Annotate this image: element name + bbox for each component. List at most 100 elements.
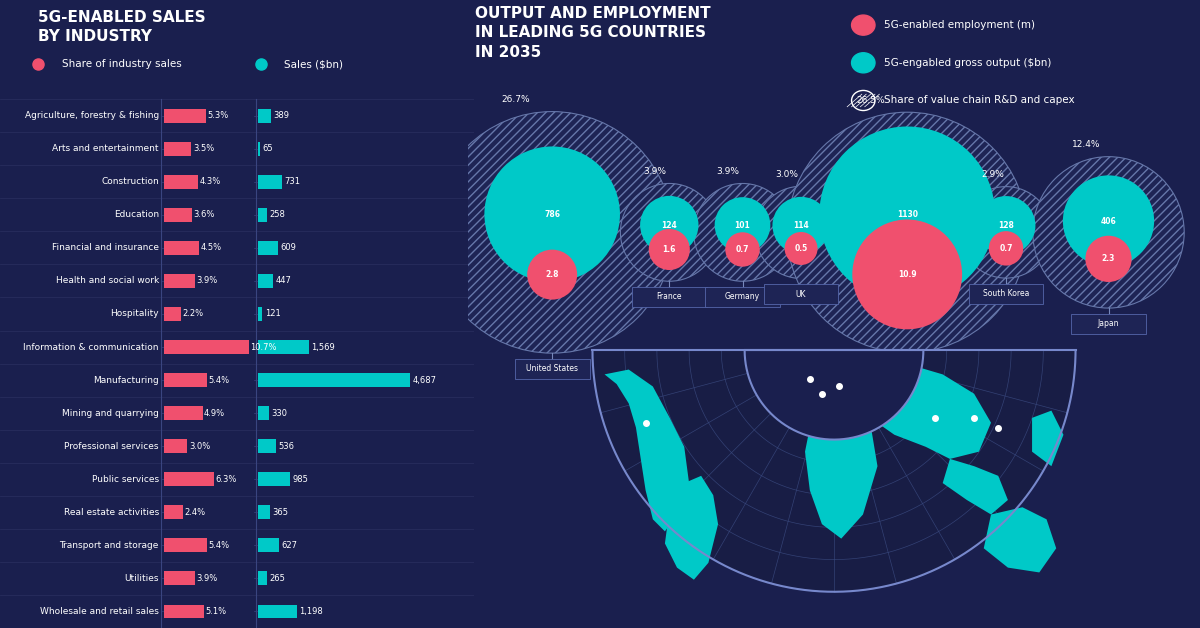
Bar: [258, 307, 263, 321]
Text: Financial and insurance: Financial and insurance: [52, 244, 158, 252]
FancyBboxPatch shape: [968, 284, 1043, 304]
Text: Education: Education: [114, 210, 158, 219]
Bar: [163, 538, 206, 552]
Text: South Korea: South Korea: [983, 290, 1030, 298]
Text: Share of value chain R&D and capex: Share of value chain R&D and capex: [883, 95, 1074, 106]
Ellipse shape: [485, 146, 620, 282]
Polygon shape: [853, 362, 991, 459]
Text: 5.3%: 5.3%: [208, 111, 228, 120]
Bar: [258, 175, 282, 189]
Text: 4.9%: 4.9%: [204, 409, 226, 418]
Text: Wholesale and retail sales: Wholesale and retail sales: [40, 607, 158, 616]
Text: 365: 365: [272, 508, 288, 517]
Bar: [163, 506, 182, 519]
FancyBboxPatch shape: [706, 287, 780, 307]
Text: 2.8: 2.8: [546, 270, 559, 279]
Text: 10.7%: 10.7%: [251, 342, 277, 352]
Text: 12.4%: 12.4%: [1072, 140, 1100, 149]
Text: Utilities: Utilities: [125, 574, 158, 583]
Text: 4,687: 4,687: [413, 376, 437, 384]
Text: 124: 124: [661, 220, 677, 229]
Ellipse shape: [960, 187, 1051, 278]
Text: China: China: [896, 364, 918, 372]
Text: 26.5%: 26.5%: [857, 95, 886, 105]
Ellipse shape: [989, 231, 1024, 266]
Bar: [258, 472, 290, 486]
Text: 627: 627: [281, 541, 296, 550]
Bar: [163, 571, 194, 585]
Bar: [163, 406, 203, 420]
Text: 4.3%: 4.3%: [199, 177, 221, 187]
Ellipse shape: [1033, 156, 1184, 308]
FancyBboxPatch shape: [763, 284, 839, 304]
Polygon shape: [665, 476, 718, 580]
Text: Real estate activities: Real estate activities: [64, 508, 158, 517]
Text: 609: 609: [281, 244, 296, 252]
Text: Public services: Public services: [91, 475, 158, 484]
Text: 406: 406: [1100, 217, 1116, 225]
Text: Sales ($bn): Sales ($bn): [284, 60, 343, 70]
Text: 6.3%: 6.3%: [215, 475, 236, 484]
Text: 10.9: 10.9: [898, 270, 917, 279]
Text: 3.9%: 3.9%: [716, 167, 739, 176]
Bar: [163, 472, 214, 486]
Ellipse shape: [977, 196, 1036, 255]
FancyBboxPatch shape: [870, 358, 944, 378]
Bar: [258, 571, 266, 585]
Text: 2.2%: 2.2%: [182, 310, 204, 318]
Text: 65: 65: [263, 144, 274, 153]
Text: 3.0%: 3.0%: [775, 170, 799, 179]
Circle shape: [852, 15, 875, 35]
Text: 3.0%: 3.0%: [188, 441, 210, 451]
Text: 1.6: 1.6: [662, 245, 676, 254]
Text: 1130: 1130: [896, 210, 918, 219]
Bar: [163, 109, 205, 122]
Bar: [258, 439, 276, 453]
Text: 128: 128: [998, 221, 1014, 230]
Text: 5G-ENABLED SALES
BY INDUSTRY: 5G-ENABLED SALES BY INDUSTRY: [38, 10, 205, 43]
Text: 3.9%: 3.9%: [643, 167, 666, 176]
Text: 5G-engabled gross output ($bn): 5G-engabled gross output ($bn): [883, 58, 1051, 68]
Ellipse shape: [755, 187, 847, 278]
Bar: [258, 406, 269, 420]
Ellipse shape: [432, 112, 673, 353]
Text: Construction: Construction: [101, 177, 158, 187]
Text: 1,569: 1,569: [312, 342, 335, 352]
Bar: [258, 274, 272, 288]
Text: 26.7%: 26.7%: [502, 95, 530, 104]
Text: France: France: [656, 293, 682, 301]
Text: 3.9%: 3.9%: [196, 276, 217, 286]
Text: 389: 389: [274, 111, 289, 120]
Text: 330: 330: [271, 409, 287, 418]
Bar: [163, 208, 192, 222]
Text: 5G-enabled employment (m): 5G-enabled employment (m): [883, 20, 1034, 30]
Polygon shape: [943, 459, 1008, 514]
Bar: [163, 175, 198, 189]
Bar: [163, 340, 248, 354]
Bar: [258, 506, 270, 519]
Bar: [163, 605, 204, 619]
Bar: [163, 241, 199, 255]
Text: 447: 447: [275, 276, 292, 286]
Ellipse shape: [649, 229, 690, 270]
Text: Agriculture, forestry & fishing: Agriculture, forestry & fishing: [24, 111, 158, 120]
Bar: [163, 274, 194, 288]
Text: Mining and quarrying: Mining and quarrying: [62, 409, 158, 418]
Ellipse shape: [785, 232, 817, 265]
Text: 3.6%: 3.6%: [193, 210, 215, 219]
Bar: [163, 142, 192, 156]
Bar: [258, 109, 271, 122]
Text: Transport and storage: Transport and storage: [60, 541, 158, 550]
Bar: [258, 208, 266, 222]
Ellipse shape: [725, 232, 760, 267]
Ellipse shape: [527, 250, 577, 300]
Text: 2.3: 2.3: [1102, 254, 1115, 263]
Bar: [163, 307, 181, 321]
Text: 4.5%: 4.5%: [200, 244, 222, 252]
Text: 101: 101: [734, 220, 750, 229]
Ellipse shape: [852, 220, 962, 329]
Polygon shape: [984, 507, 1056, 573]
Text: Manufacturing: Manufacturing: [94, 376, 158, 384]
Text: Arts and entertainment: Arts and entertainment: [53, 144, 158, 153]
Text: 121: 121: [265, 310, 281, 318]
